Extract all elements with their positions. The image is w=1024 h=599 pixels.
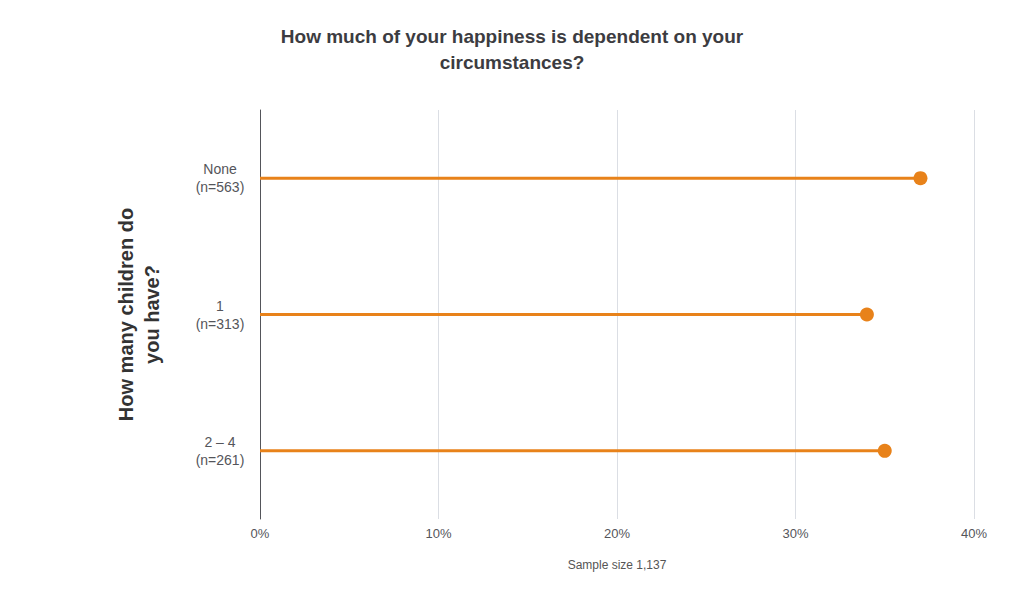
svg-text:circumstances?: circumstances? [440, 52, 585, 73]
svg-text:How much of your happiness is: How much of your happiness is dependent … [281, 26, 744, 47]
svg-text:(n=563): (n=563) [196, 179, 245, 195]
svg-text:(n=261): (n=261) [196, 452, 245, 468]
svg-text:0%: 0% [251, 526, 270, 541]
svg-text:None: None [203, 161, 237, 177]
svg-text:(n=313): (n=313) [196, 316, 245, 332]
svg-text:2 – 4: 2 – 4 [204, 434, 235, 450]
svg-text:40%: 40% [961, 526, 987, 541]
svg-text:1: 1 [216, 298, 224, 314]
svg-text:20%: 20% [604, 526, 630, 541]
svg-text:10%: 10% [425, 526, 451, 541]
svg-text:30%: 30% [782, 526, 808, 541]
svg-text:you have?: you have? [141, 265, 163, 364]
svg-text:How many children do: How many children do [115, 208, 137, 421]
svg-text:Sample size 1,137: Sample size 1,137 [568, 558, 667, 572]
